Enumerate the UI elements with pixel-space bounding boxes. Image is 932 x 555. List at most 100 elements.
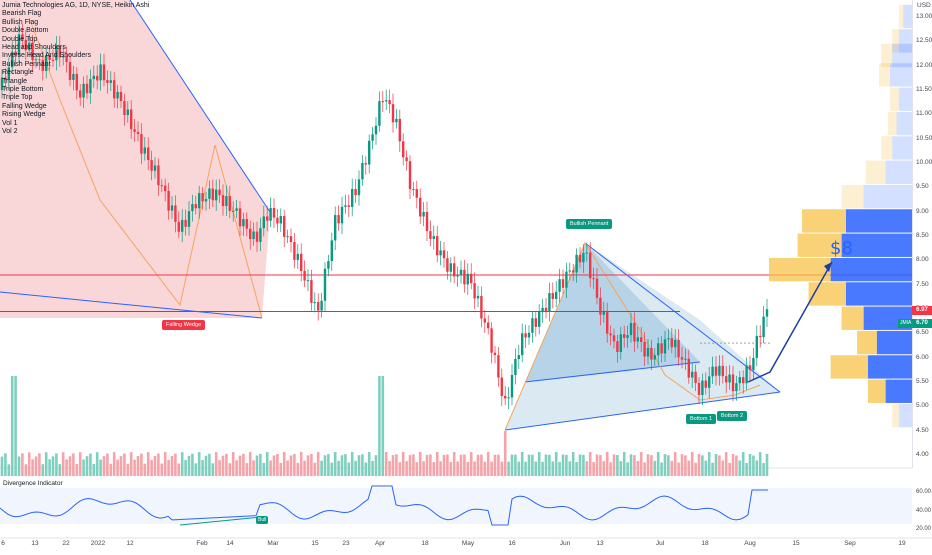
legend-item[interactable]: Triangle xyxy=(2,77,28,85)
vp-bar-up xyxy=(885,160,912,184)
legend-item[interactable]: Bullish Flag xyxy=(2,18,39,26)
price-axis[interactable] xyxy=(912,0,932,468)
candle-body xyxy=(735,383,738,392)
volume-bar xyxy=(265,452,269,476)
legend-item[interactable]: Bullish Pennant xyxy=(2,60,51,68)
volume-bar xyxy=(459,454,463,476)
volume-bar xyxy=(517,461,521,476)
volume-bar xyxy=(442,454,446,476)
volume-bar xyxy=(446,454,449,476)
volume-bar xyxy=(497,454,500,476)
candle-body xyxy=(150,159,153,171)
candle-body xyxy=(347,205,350,207)
symbol-title[interactable]: Jumia Technologies AG, 1D, NYSE, Heikin … xyxy=(2,2,150,9)
candle-body xyxy=(68,61,72,80)
price-tick-label: 10.00 xyxy=(916,159,932,166)
volume-bar xyxy=(191,453,194,476)
volume-bar xyxy=(653,460,657,476)
price-tick-label: 13.00 xyxy=(916,13,932,20)
volume-bar xyxy=(218,460,221,476)
divergence-line xyxy=(179,516,263,526)
candle-body xyxy=(235,208,238,211)
candle-body xyxy=(51,59,55,61)
volume-bar xyxy=(429,454,432,476)
candle-body xyxy=(388,100,391,105)
volume-bar xyxy=(435,452,439,476)
candle-body xyxy=(201,193,204,202)
candle-body xyxy=(480,295,483,319)
legend-item[interactable]: Triple Bottom xyxy=(2,86,44,94)
legend-item[interactable]: Vol 1 xyxy=(2,119,18,127)
volume-bar xyxy=(78,452,82,476)
candle-body xyxy=(415,189,418,198)
candle-body xyxy=(252,231,255,240)
candle-body xyxy=(225,196,228,207)
legend-item[interactable]: Triple Top xyxy=(2,94,33,102)
volume-bar xyxy=(68,456,72,476)
vp-bar-down xyxy=(797,233,842,257)
candle-body xyxy=(245,219,248,229)
candle-body xyxy=(429,231,432,239)
legend-item[interactable]: Head and Shoulders xyxy=(2,44,66,52)
volume-bar xyxy=(432,462,436,476)
volume-bar xyxy=(554,452,558,476)
price-target-text[interactable]: $8 xyxy=(830,238,853,259)
volume-bar xyxy=(684,455,687,476)
volume-bar xyxy=(214,452,218,476)
bottom-2-label[interactable]: Bottom 2 xyxy=(717,411,748,421)
bullish-pennant-label[interactable]: Bullish Pennant xyxy=(566,219,613,229)
candle-body xyxy=(344,205,347,207)
price-tick-label: 11.00 xyxy=(916,110,932,118)
candle-body xyxy=(208,188,211,199)
pennant-lower xyxy=(504,391,781,431)
price-tick-label: 10.50 xyxy=(916,134,932,142)
date-tick-label: Jul xyxy=(655,540,665,547)
vp-bar-down xyxy=(881,136,893,160)
legend-item[interactable]: Vol 2 xyxy=(2,128,18,136)
volume-bar xyxy=(259,453,262,476)
candle-body xyxy=(402,141,405,158)
legend-item[interactable]: Double Top xyxy=(2,35,38,43)
volume-bar xyxy=(718,455,721,476)
volume-bar xyxy=(486,452,490,476)
candle-body xyxy=(616,341,619,352)
vp-bar-down xyxy=(892,403,899,428)
candle-body xyxy=(170,205,174,211)
volume-bar xyxy=(330,462,334,476)
vp-bar-down xyxy=(868,379,886,403)
candle-body xyxy=(147,147,150,160)
volume-bar xyxy=(354,460,357,476)
volume-bar xyxy=(252,460,255,476)
chart-legend[interactable]: Jumia Technologies AG, 1D, NYSE, Heikin … xyxy=(2,2,149,137)
legend-item[interactable]: Rectangle xyxy=(2,69,34,77)
legend-item[interactable]: Bearish Flag xyxy=(2,10,42,18)
candle-body xyxy=(446,258,449,272)
bull-divergence-label[interactable]: Bull xyxy=(256,516,269,524)
price-tick-label: 12.50 xyxy=(916,37,932,45)
volume-bar xyxy=(119,456,123,476)
volume-bar xyxy=(276,453,279,476)
legend-item[interactable]: Rising Wedge xyxy=(2,111,46,119)
legend-item[interactable]: Falling Wedge xyxy=(2,102,47,110)
legend-item[interactable]: Inverse Head And Shoulders xyxy=(2,52,92,60)
bottom-1-label[interactable]: Bottom 1 xyxy=(686,414,717,424)
candle-body xyxy=(14,51,17,56)
volume-bar xyxy=(582,454,585,476)
candle-body xyxy=(660,343,663,354)
volume-bar xyxy=(595,454,599,476)
volume-bar xyxy=(544,454,548,476)
legend-item[interactable]: Double Bottom xyxy=(2,27,49,35)
volume-bar xyxy=(174,453,177,476)
candle-body xyxy=(255,231,259,242)
wedge-lower-line xyxy=(0,291,263,319)
volume-bar xyxy=(350,452,354,476)
candle-body xyxy=(337,215,340,224)
falling-wedge-label[interactable]: Falling Wedge xyxy=(162,320,206,330)
candle-body xyxy=(514,358,517,375)
volume-bar xyxy=(0,456,4,476)
candle-body xyxy=(527,332,531,338)
oscillator-title[interactable]: Divergence Indicator xyxy=(3,480,63,487)
candle-body xyxy=(419,197,422,217)
